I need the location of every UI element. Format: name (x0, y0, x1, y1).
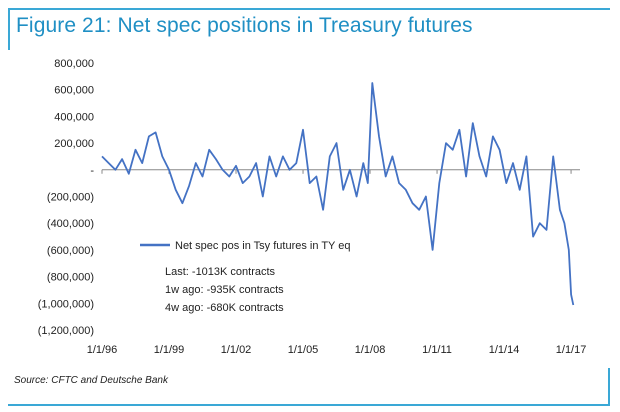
series-line (101, 82, 575, 306)
y-tick-label: - (90, 165, 94, 177)
x-tick-label: 1/1/02 (221, 344, 252, 356)
y-tick-label: (400,000) (47, 218, 94, 230)
y-tick-label: (1,200,000) (38, 325, 94, 337)
series-group (101, 82, 575, 306)
figure-frame-top (8, 8, 610, 50)
x-tick-label: 1/1/05 (288, 344, 319, 356)
legend: Net spec pos in Tsy futures in TY eq (140, 240, 350, 252)
legend-label: Net spec pos in Tsy futures in TY eq (175, 240, 350, 252)
source-note: Source: CFTC and Deutsche Bank (14, 375, 168, 386)
x-axis: 1/1/96 1/1/99 1/1/02 1/1/05 1/1/08 1/1/11 1/1/… (87, 169, 587, 356)
y-tick-label: (600,000) (47, 245, 94, 257)
y-tick-label: (800,000) (47, 272, 94, 284)
x-tick-label: 1/1/11 (422, 344, 452, 356)
annotations: Last: -1013K contracts 1w ago: -935K con… (165, 266, 284, 314)
x-tick-label: 1/1/99 (154, 344, 185, 356)
y-tick-label: 400,000 (54, 111, 94, 123)
annotation-1w-ago: 1w ago: -935K contracts (165, 284, 284, 296)
x-tick-label: 1/1/17 (556, 344, 587, 356)
y-tick-label: 600,000 (54, 85, 94, 97)
y-axis: 800,000 600,000 400,000 200,000 - (200,000) (4… (38, 58, 95, 337)
y-tick-label: (1,000,000) (38, 298, 94, 310)
figure-frame-bottom (8, 368, 610, 406)
x-tick-label: 1/1/08 (355, 344, 386, 356)
y-tick-label: 200,000 (54, 138, 94, 150)
y-tick-label: (200,000) (47, 192, 94, 204)
figure-title: Figure 21: Net spec positions in Treasur… (16, 14, 473, 37)
y-tick-label: 800,000 (54, 58, 94, 70)
x-tick-label: 1/1/14 (489, 344, 520, 356)
annotation-4w-ago: 4w ago: -680K contracts (165, 302, 284, 314)
x-tick-label: 1/1/96 (87, 344, 118, 356)
annotation-last: Last: -1013K contracts (165, 266, 276, 278)
